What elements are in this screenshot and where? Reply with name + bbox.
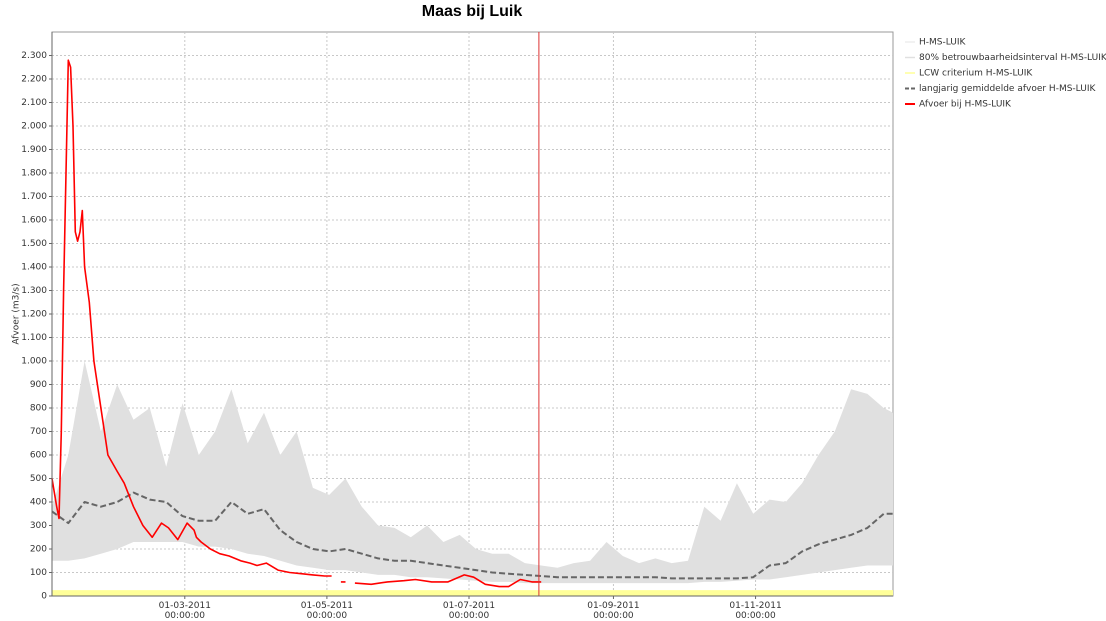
mean-line	[51, 491, 893, 580]
x-tick-label: 01-09-2011 00:00:00	[587, 601, 639, 621]
y-tick-label: 2.300	[21, 51, 47, 61]
chart-title: Maas bij Luik	[422, 3, 523, 20]
y-tick-label: 1.100	[21, 333, 47, 343]
legend-label: Afvoer bij H-MS-LUIK	[919, 100, 1012, 110]
discharge-line	[51, 59, 542, 588]
y-tick-label: 2.200	[21, 75, 47, 85]
legend-label: 80% betrouwbaarheidsinterval H-MS-LUIK	[919, 53, 1106, 63]
x-tick-label: 01-03-2011 00:00:00	[159, 601, 211, 621]
y-tick-label: 0	[41, 592, 47, 602]
y-tick-label: 900	[30, 380, 47, 390]
y-tick-label: 600	[30, 451, 47, 461]
y-tick-label: 1.200	[21, 310, 47, 320]
x-tick-label-line: 01-09-2011	[587, 601, 639, 611]
x-tick-label-line: 00:00:00	[735, 611, 776, 621]
x-tick-label-line: 00:00:00	[165, 611, 206, 621]
x-tick-label: 01-05-2011 00:00:00	[301, 601, 353, 621]
x-tick-label-line: 01-03-2011	[159, 601, 211, 611]
x-tick-label-line: 01-07-2011	[443, 601, 495, 611]
x-tick-label-line: 00:00:00	[307, 611, 348, 621]
y-tick-label: 200	[30, 545, 47, 555]
y-tick-label: 1.000	[21, 357, 47, 367]
x-tick-label-line: 00:00:00	[593, 611, 634, 621]
y-tick-label: 400	[30, 498, 47, 508]
y-tick-label: 2.100	[21, 98, 47, 108]
legend-label: LCW criterium H-MS-LUIK	[919, 69, 1033, 79]
y-tick-label: 700	[30, 427, 47, 437]
y-tick-label: 1.500	[21, 239, 47, 249]
y-tick-label: 1.300	[21, 286, 47, 296]
y-tick-label: 100	[30, 568, 47, 578]
y-tick-label: 500	[30, 474, 47, 484]
confidence-band	[52, 361, 893, 584]
y-axis-label: Afvoer (m3/s)	[12, 283, 22, 344]
y-tick-label: 300	[30, 521, 47, 531]
x-tick-label-line: 01-05-2011	[301, 601, 353, 611]
y-tick-label: 1.800	[21, 169, 47, 179]
y-tick-label: 2.000	[21, 122, 47, 132]
x-tick-label: 01-07-2011 00:00:00	[443, 601, 495, 621]
criterion-area	[52, 590, 893, 596]
y-tick-label: 1.600	[21, 216, 47, 226]
y-tick-label: 800	[30, 404, 47, 414]
legend-label: langjarig gemiddelde afvoer H-MS-LUIK	[919, 84, 1096, 94]
y-tick-label: 1.700	[21, 192, 47, 202]
y-tick-label: 1.900	[21, 145, 47, 155]
x-tick-label-line: 00:00:00	[449, 611, 490, 621]
x-tick-label-line: 01-11-2011	[729, 601, 781, 611]
legend-label: H-MS-LUIK	[919, 38, 967, 48]
y-tick-label: 1.400	[21, 263, 47, 273]
x-tick-label: 01-11-2011 00:00:00	[729, 601, 781, 621]
